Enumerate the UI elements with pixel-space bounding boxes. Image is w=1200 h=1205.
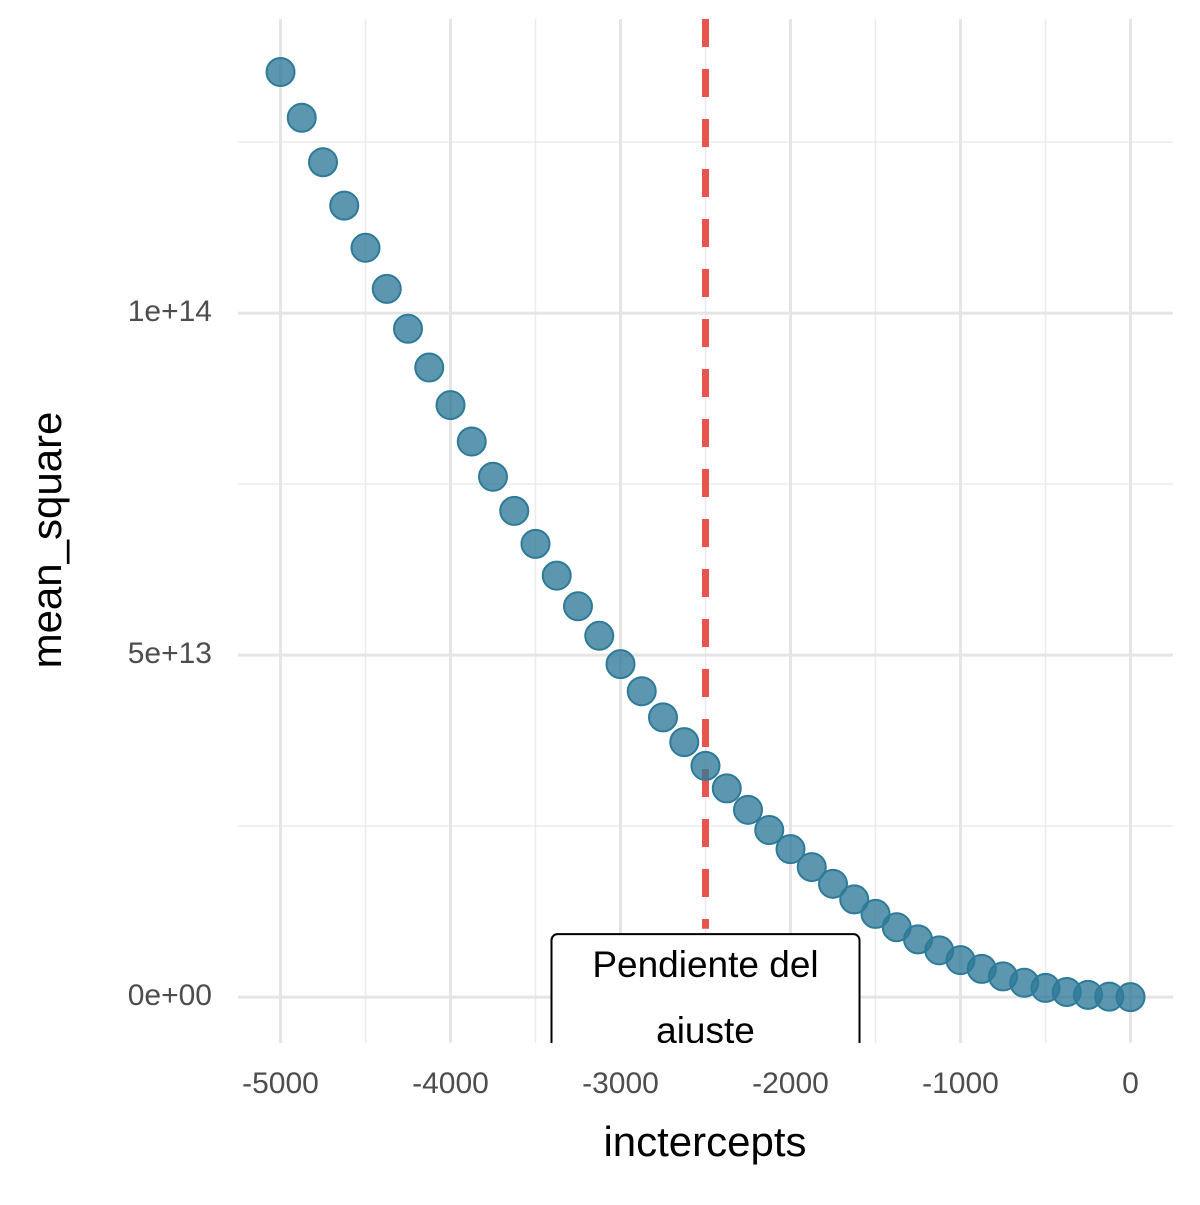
point bbox=[350, 232, 381, 263]
point bbox=[435, 390, 466, 421]
point bbox=[371, 273, 402, 304]
point bbox=[520, 528, 551, 559]
point bbox=[1115, 982, 1146, 1013]
point bbox=[478, 461, 508, 492]
point bbox=[775, 834, 806, 865]
point bbox=[541, 560, 572, 591]
marks: Pendiente del ajuste bbox=[265, 19, 1146, 1051]
point bbox=[711, 773, 742, 804]
x-tick-label: -1000 bbox=[922, 1067, 999, 1100]
point bbox=[499, 495, 530, 526]
point bbox=[584, 620, 615, 651]
point bbox=[839, 884, 870, 915]
point bbox=[563, 591, 593, 622]
point bbox=[393, 313, 423, 344]
y-tick-label: 1e+14 bbox=[128, 295, 212, 328]
x-axis-title: inctercepts bbox=[603, 1118, 806, 1165]
point bbox=[329, 190, 360, 221]
grid bbox=[238, 19, 1173, 1043]
annotation-text: Pendiente del bbox=[592, 944, 818, 985]
point bbox=[286, 102, 317, 133]
point bbox=[648, 702, 678, 733]
x-tick-label: -2000 bbox=[752, 1067, 829, 1100]
x-tick-label: -3000 bbox=[582, 1067, 659, 1100]
point bbox=[690, 750, 721, 781]
point bbox=[308, 147, 338, 178]
annotation-box bbox=[550, 933, 861, 1043]
point bbox=[733, 794, 763, 825]
x-tick-label: -4000 bbox=[412, 1067, 489, 1100]
y-tick-label: 0e+00 bbox=[128, 979, 212, 1012]
point bbox=[754, 815, 785, 846]
annotation-text: ajuste bbox=[656, 1010, 755, 1051]
point bbox=[414, 352, 445, 383]
x-tick-label: 0 bbox=[1122, 1067, 1139, 1100]
point bbox=[860, 898, 891, 929]
y-tick-label: 5e+13 bbox=[128, 637, 212, 670]
point bbox=[818, 868, 848, 899]
point bbox=[265, 57, 296, 88]
y-axis-title: mean_square bbox=[23, 412, 70, 669]
point bbox=[605, 649, 636, 680]
point bbox=[626, 676, 657, 707]
x-tick-label: -5000 bbox=[242, 1067, 319, 1100]
point bbox=[796, 852, 827, 883]
point bbox=[669, 727, 700, 758]
point bbox=[456, 426, 487, 457]
